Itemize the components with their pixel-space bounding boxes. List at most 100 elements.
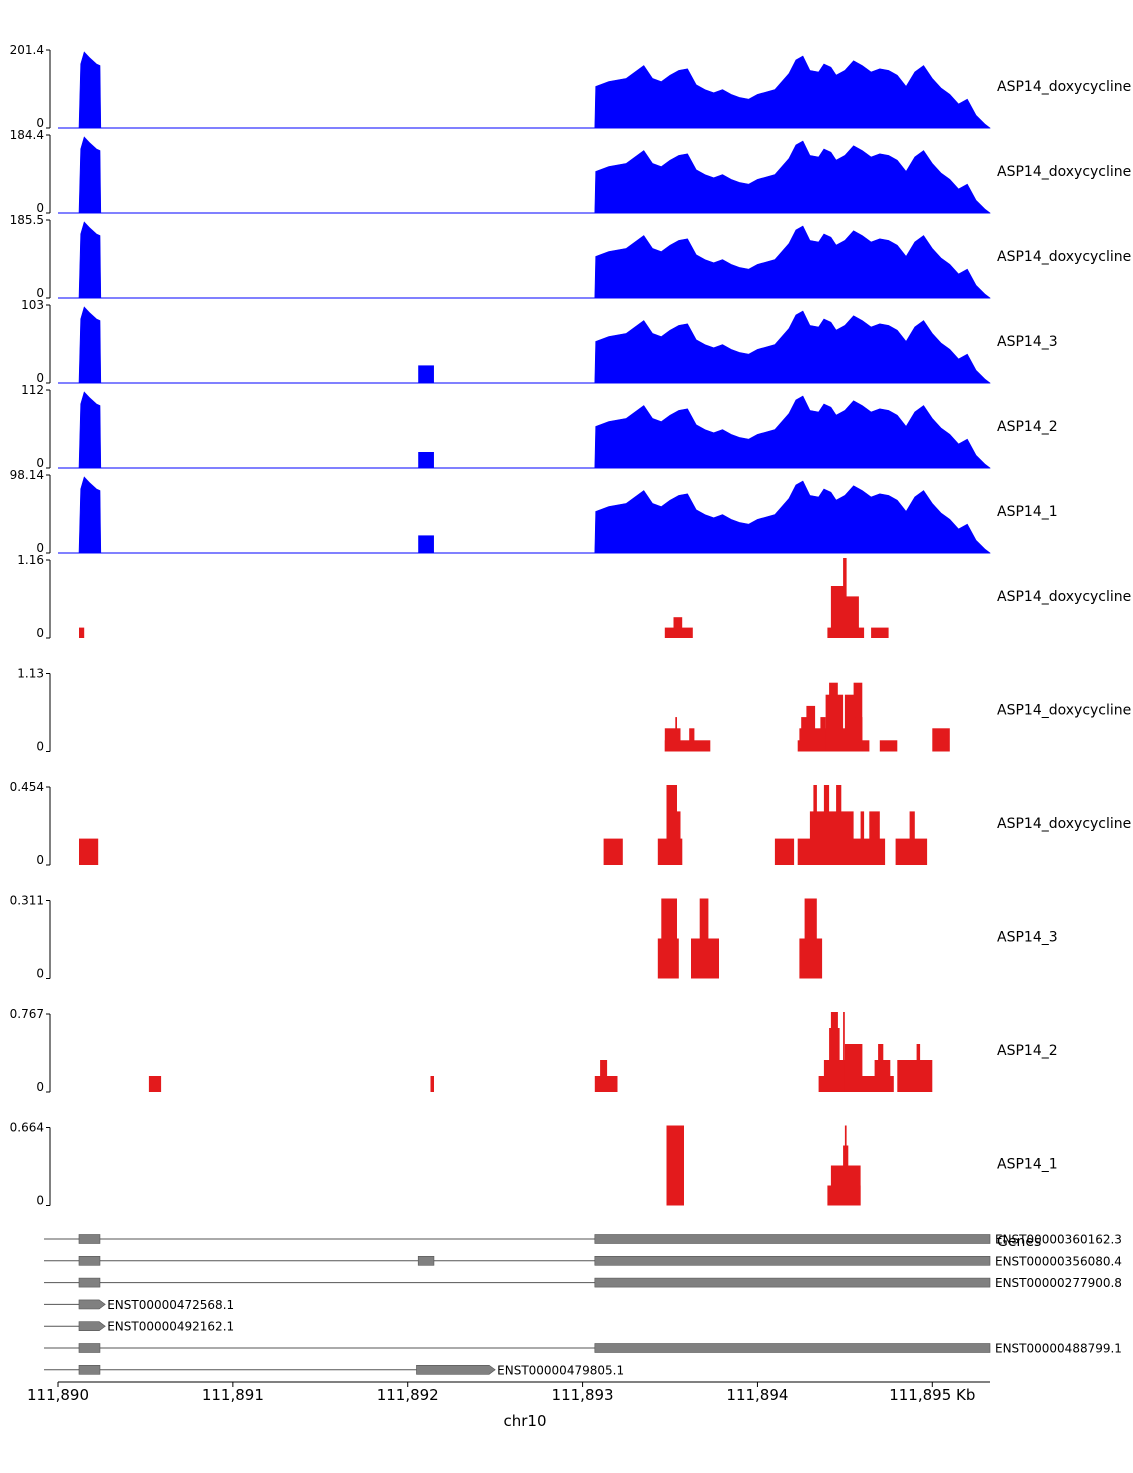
bin-tracks: 1.16 0 ASP14_doxycycline 1.13 0 ASP14_doxycyc… [10,553,1132,1208]
track-label: ASP14_doxycycline [997,249,1131,265]
bin-bar [860,811,865,865]
x-tick-label: 111,892 [377,1386,439,1404]
transcript-label: ENST00000488799.1 [995,1342,1122,1356]
bin-bar [603,838,623,865]
bin-bar [806,705,816,752]
exon-block [78,1256,101,1266]
bin-bar [148,1076,162,1092]
exon-block [594,1256,991,1266]
y-max-label: 0.454 [10,780,44,794]
transcript: ENST00000472568.1 [44,1298,234,1312]
track-label: ASP14_3 [997,334,1058,350]
bin-bar [774,838,795,865]
coverage-area [78,306,991,384]
coverage-area [78,391,991,469]
x-tick-label: 111,893 [552,1386,614,1404]
coverage-track: 201.4 0 ASP14_doxycycline [10,43,1132,130]
y-max-label: 98.14 [10,468,44,482]
bin-bar [809,811,854,865]
bin-bar [664,740,711,752]
bin-bar [916,1044,921,1092]
bin-bar [843,558,847,638]
bin-bar [844,1044,863,1092]
x-tick-label: 111,894 [726,1386,788,1404]
exon-block [78,1234,101,1244]
y-min-label: 0 [36,371,44,385]
exon-block [594,1234,991,1244]
coverage-area [78,476,991,554]
bin-bar [897,1060,933,1092]
bin-bar [430,1076,434,1092]
track-label: ASP14_doxycycline [997,703,1131,719]
y-max-label: 1.13 [17,667,44,681]
transcript: ENST00000488799.1 [44,1342,1122,1356]
transcript-label: ENST00000356080.4 [995,1254,1122,1268]
transcript: ENST00000356080.4 [44,1254,1122,1268]
coverage-tracks: 201.40ASP14_doxycycline184.40ASP14_doxyc… [10,43,1132,555]
bin-bar [844,694,856,752]
bin-track: 0.664 0 ASP14_1 [10,1121,1058,1208]
bin-bar [843,1012,845,1092]
track-label: ASP14_2 [997,419,1058,435]
track-label: ASP14_doxycycline [997,589,1131,605]
x-tick-label: 111,890 [27,1386,89,1404]
bin-bar [689,728,695,752]
bin-bar [830,1012,838,1092]
y-min-label: 0 [36,1080,44,1094]
bin-bar [666,1125,684,1206]
bin-track: 0.767 0 ASP14_2 [10,1007,1058,1094]
track-label: ASP14_doxycycline [997,816,1131,832]
track-label: ASP14_1 [997,1157,1058,1173]
y-max-label: 112 [21,383,44,397]
bin-bar [871,627,889,638]
y-max-label: 184.4 [10,128,44,142]
bin-bar [820,717,826,752]
coverage-junction-block [418,535,434,553]
x-tick-label: 111,891 [202,1386,264,1404]
bin-bar [699,898,709,979]
bin-bar [823,785,830,865]
transcript: ENST00000360162.3 [44,1233,1122,1247]
transcript: ENST00000479805.1 [44,1363,624,1377]
x-axis-label: chr10 [503,1412,546,1430]
exon-block [78,1299,106,1310]
bin-bar [804,898,817,979]
transcript-label: ENST00000472568.1 [107,1298,234,1312]
coverage-area [78,136,991,214]
y-min-label: 0 [36,116,44,130]
bin-bar [829,682,838,752]
coverage-area [78,221,991,299]
bin-bar [673,617,683,638]
y-min-label: 0 [36,541,44,555]
track-label: ASP14_3 [997,930,1058,946]
x-axis: chr10 111,890 111,891 111,892 111,893 111,89… [27,1381,990,1430]
y-max-label: 1.16 [17,553,44,567]
bin-bar [836,785,842,865]
y-max-label: 185.5 [10,213,44,227]
exon-block [416,1365,496,1375]
x-tick-label: 111,895 Kb [889,1386,975,1404]
y-min-label: 0 [36,853,44,867]
transcript-label: ENST00000492162.1 [107,1320,234,1334]
coverage-track: 185.5 0 ASP14_doxycycline [10,213,1132,300]
exon-block [78,1277,101,1288]
y-max-label: 103 [21,298,44,312]
bin-bar [79,838,99,865]
coverage-area [78,51,991,129]
y-max-label: 0.311 [10,894,44,908]
y-min-label: 0 [36,1194,44,1208]
bin-bar [600,1060,608,1092]
bin-bar [664,728,681,752]
coverage-track: 103 0 ASP14_3 [21,298,1058,385]
exon-block [417,1256,435,1266]
y-min-label: 0 [36,967,44,981]
bin-track: 1.16 0 ASP14_doxycycline [17,553,1131,640]
bin-bar [830,586,845,638]
exon-block [594,1343,991,1353]
bin-track: 0.454 0 ASP14_doxycycline [10,780,1132,867]
bin-bar [661,898,677,979]
bin-bar [844,1125,847,1206]
bin-bar [675,717,677,752]
track-label: ASP14_doxycycline [997,164,1131,180]
